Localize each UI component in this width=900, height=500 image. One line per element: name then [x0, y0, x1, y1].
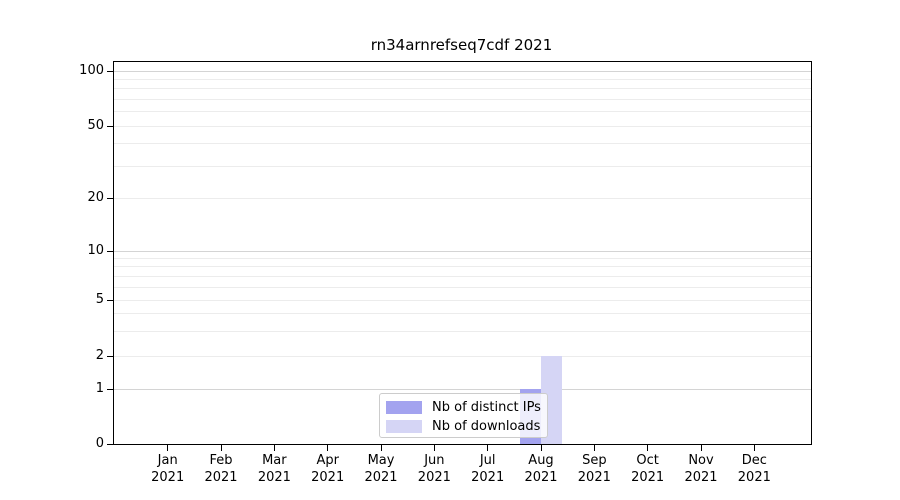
y-tick-mark: [107, 197, 113, 199]
x-tick-label: Jul 2021: [471, 453, 505, 485]
gridline-minor: [114, 330, 811, 332]
y-tick-label: 10: [87, 243, 104, 258]
y-tick-mark: [107, 355, 113, 357]
gridline-minor: [114, 266, 811, 268]
x-tick-label: Mar 2021: [257, 453, 291, 485]
x-tick-mark: [700, 445, 702, 451]
y-tick-mark: [107, 125, 113, 127]
y-tick-label: 0: [95, 436, 104, 451]
gridline-minor: [114, 299, 811, 301]
y-tick-mark: [107, 250, 113, 252]
x-tick-mark: [433, 445, 435, 451]
distinct-ips-swatch-icon: [386, 401, 422, 414]
gridline-minor: [114, 88, 811, 90]
x-tick-mark: [753, 445, 755, 451]
legend-entry: Nb of distinct IPs: [386, 398, 541, 417]
x-tick-label: Nov 2021: [684, 453, 718, 485]
chart-title: rn34arnrefseq7cdf 2021: [370, 36, 553, 54]
gridline-minor: [114, 355, 811, 357]
gridline-minor: [114, 125, 811, 127]
y-tick-label: 5: [95, 292, 104, 307]
x-tick-label: Oct 2021: [631, 453, 665, 485]
gridline-minor: [114, 313, 811, 315]
x-tick-mark: [593, 445, 595, 451]
x-tick-label: Dec 2021: [737, 453, 771, 485]
x-tick-label: Jan 2021: [151, 453, 185, 485]
gridline-major: [114, 70, 811, 72]
x-tick-mark: [487, 445, 489, 451]
gridline-minor: [114, 143, 811, 145]
x-tick-mark: [540, 445, 542, 451]
gridline-major: [114, 388, 811, 390]
legend-label: Nb of distinct IPs: [432, 399, 541, 415]
y-tick-mark: [107, 70, 113, 72]
y-tick-label: 1: [95, 381, 104, 396]
gridline-minor: [114, 98, 811, 100]
legend-label: Nb of downloads: [432, 418, 541, 434]
x-tick-label: Aug 2021: [524, 453, 558, 485]
gridline-minor: [114, 111, 811, 113]
y-tick-mark: [107, 388, 113, 390]
gridline-minor: [114, 78, 811, 80]
x-tick-label: Jun 2021: [417, 453, 451, 485]
gridline-minor: [114, 197, 811, 199]
x-tick-mark: [380, 445, 382, 451]
x-tick-label: Apr 2021: [311, 453, 345, 485]
gridline-minor: [114, 257, 811, 259]
plot-area: 0 1 2 5 10 20 50 100 Jan 2021 Feb 2021 Mar 2021 Ap…: [79, 61, 812, 485]
gridline-minor: [114, 275, 811, 277]
x-tick-mark: [167, 445, 169, 451]
y-tick-mark: [107, 299, 113, 301]
downloads-swatch-icon: [386, 420, 422, 433]
gridline-minor: [114, 286, 811, 288]
gridline-major: [114, 250, 811, 252]
x-tick-mark: [273, 445, 275, 451]
legend: Nb of distinct IPs Nb of downloads: [379, 393, 548, 438]
x-tick-label: Sep 2021: [577, 453, 611, 485]
x-tick-mark: [220, 445, 222, 451]
y-tick-label: 20: [87, 190, 104, 205]
x-tick-mark: [327, 445, 329, 451]
legend-entry: Nb of downloads: [386, 417, 541, 436]
y-tick-label: 100: [79, 63, 104, 78]
y-tick-mark: [107, 443, 113, 445]
y-tick-label: 50: [87, 118, 104, 133]
y-tick-label: 2: [95, 348, 104, 363]
x-tick-mark: [647, 445, 649, 451]
gridline-minor: [114, 165, 811, 167]
x-tick-label: May 2021: [364, 453, 398, 485]
x-tick-label: Feb 2021: [204, 453, 238, 485]
